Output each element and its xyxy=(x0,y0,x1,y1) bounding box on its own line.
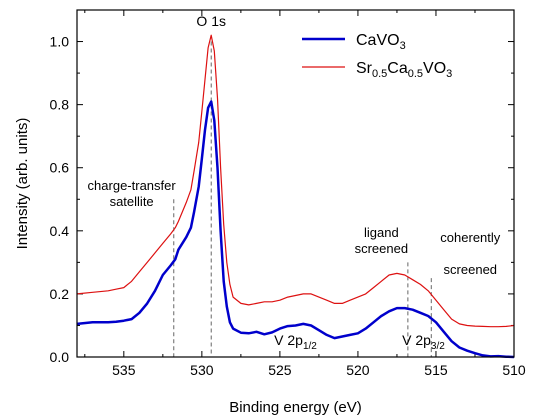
v2p32-label: V 2p3/2 xyxy=(402,332,445,352)
x-tick-label: 510 xyxy=(502,362,526,378)
legend-label-cavo3: CaVO3 xyxy=(356,32,406,52)
series-layer xyxy=(76,34,515,359)
v2p32-sub: 3/2 xyxy=(431,341,445,352)
x-tick-label: 520 xyxy=(346,362,370,378)
coherently-screened-label: screened xyxy=(444,262,497,277)
y-tick-label: 0.0 xyxy=(50,349,70,365)
x-tick-label: 515 xyxy=(424,362,448,378)
y-tick-label: 0.4 xyxy=(50,223,70,239)
dashed-marker-layer xyxy=(173,41,432,357)
coherently-label: coherently xyxy=(440,230,500,245)
tick-label-layer: 535 530 525 520 515 510 0.0 0.2 0.4 0.6 0.8 1.0 xyxy=(50,34,526,378)
ligand-screened-label: screened xyxy=(355,241,408,256)
v2p32-main: V 2p xyxy=(402,332,431,348)
satellite-label: satellite xyxy=(110,194,154,209)
v2p12-label: V 2p1/2 xyxy=(274,332,317,352)
series-line-0 xyxy=(76,100,515,359)
v2p12-main: V 2p xyxy=(274,332,303,348)
o1s-label: O 1s xyxy=(196,13,226,29)
y-tick-label: 1.0 xyxy=(50,34,70,50)
plot-frame xyxy=(76,9,515,358)
charge-transfer-label: charge-transfer xyxy=(88,178,177,193)
legend-label-srcavo3: Sr0.5Ca0.5VO3 xyxy=(356,60,452,80)
ligand-label: ligand xyxy=(364,225,399,240)
v2p12-sub: 1/2 xyxy=(303,341,317,352)
y-tick-label: 0.8 xyxy=(50,97,70,113)
x-tick-label: 535 xyxy=(112,362,136,378)
x-tick-label: 525 xyxy=(268,362,292,378)
series-line-1 xyxy=(76,34,515,328)
x-axis-label: Binding energy (eV) xyxy=(229,399,362,416)
y-axis-label: Intensity (arb. units) xyxy=(14,118,31,250)
x-tick-label: 530 xyxy=(190,362,214,378)
y-tick-label: 0.6 xyxy=(50,160,70,176)
y-tick-label: 0.2 xyxy=(50,286,70,302)
legend: CaVO3 Sr0.5Ca0.5VO3 xyxy=(302,32,452,80)
